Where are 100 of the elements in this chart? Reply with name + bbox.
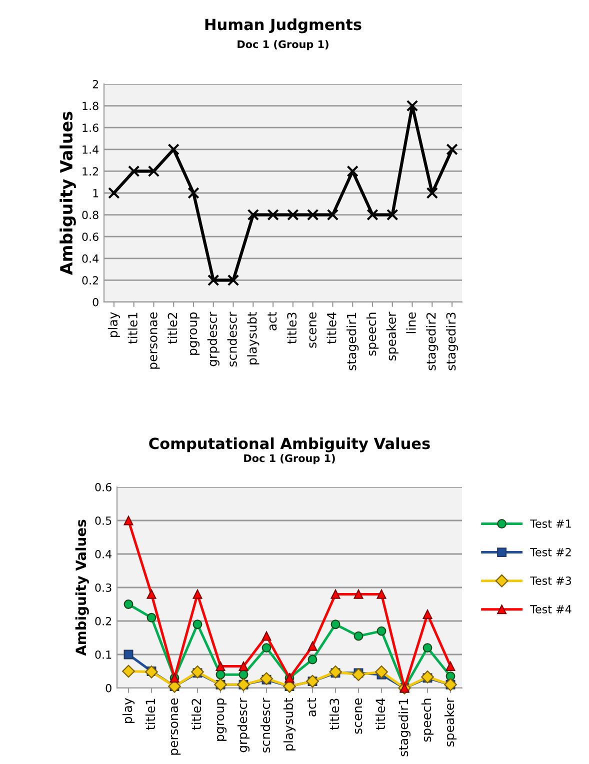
chart-subtitle: Doc 1 (Group 1)	[238, 40, 328, 50]
x-tick-label: personae	[170, 698, 181, 755]
point	[124, 600, 134, 609]
point	[146, 612, 156, 622]
point	[375, 665, 388, 678]
x-tick-label: stagedir3	[446, 312, 458, 370]
point	[128, 165, 140, 178]
y-tick-label: 0.6	[82, 232, 98, 241]
point	[227, 274, 240, 286]
legend-label: Test #2	[530, 548, 571, 556]
point	[308, 654, 318, 664]
x-tick-label: playsubt	[247, 312, 260, 364]
x-tick-label: personae	[150, 312, 160, 369]
x-tick-label: line	[406, 312, 416, 334]
y-tick-label: 0	[92, 298, 98, 306]
x-tick-label: scene	[309, 312, 316, 348]
point	[346, 165, 359, 178]
x-tick-label: act	[307, 698, 316, 716]
x-tick-label: title1	[145, 698, 156, 730]
point	[326, 208, 339, 221]
x-tick-label: title2	[191, 698, 202, 730]
y-tick-label: 0.4	[82, 254, 99, 263]
x-tick-label: scndescr	[227, 312, 237, 366]
legend-label: Test #1	[530, 520, 571, 528]
point	[308, 641, 318, 651]
point	[376, 589, 386, 599]
point	[406, 100, 418, 112]
x-tick-label: title3	[286, 312, 297, 344]
x-tick-label: scndescr	[260, 698, 270, 752]
point	[330, 620, 340, 630]
point	[354, 589, 364, 599]
chart-title: Computational Ambiguity Values	[149, 437, 430, 452]
point	[124, 516, 134, 526]
point	[122, 664, 135, 678]
y-axis-title: Ambiguity Values	[60, 112, 76, 275]
x-tick-label: pgroup	[216, 698, 227, 741]
chart-subtitle: Doc 1 (Group 1)	[244, 454, 335, 464]
point	[352, 668, 365, 682]
y-tick-label: 0	[106, 684, 112, 692]
point	[329, 665, 342, 678]
point	[330, 589, 340, 599]
x-tick-label: grpdescr	[237, 698, 250, 752]
point	[386, 208, 398, 221]
x-tick-label: title3	[329, 698, 340, 730]
y-tick-label: 2	[92, 80, 98, 88]
point	[422, 643, 432, 653]
y-tick-label: 1.6	[82, 124, 98, 132]
point	[262, 643, 272, 653]
point	[148, 165, 160, 178]
point	[124, 650, 134, 660]
point	[188, 187, 200, 199]
point	[426, 187, 438, 199]
legend-label: Test #4	[530, 605, 572, 614]
point	[247, 208, 260, 221]
y-tick-label: 0.6	[95, 482, 112, 492]
point	[216, 662, 226, 671]
x-tick-label: playsubt	[283, 698, 296, 750]
y-tick-label: 0.3	[95, 583, 112, 592]
x-tick-label: speech	[366, 312, 379, 356]
x-tick-label: stagedir1	[346, 312, 359, 370]
point	[446, 662, 456, 671]
x-tick-label: stagedir2	[426, 312, 438, 370]
x-tick-label: grpdescr	[207, 312, 220, 366]
point	[216, 670, 226, 680]
point	[238, 670, 248, 680]
point	[306, 208, 319, 221]
x-tick-label: play	[122, 698, 135, 724]
x-tick-label: title4	[326, 312, 336, 344]
point	[260, 672, 273, 686]
point	[168, 143, 180, 156]
point	[192, 620, 202, 630]
x-tick-label: pgroup	[190, 312, 200, 355]
point	[207, 274, 220, 286]
x-tick-label: play	[108, 312, 120, 338]
y-tick-label: 0.2	[95, 616, 112, 626]
y-tick-label: 0.2	[82, 276, 98, 285]
point	[238, 662, 248, 671]
y-tick-label: 1.2	[82, 167, 98, 176]
x-tick-label: act	[268, 312, 277, 330]
point	[192, 589, 202, 599]
y-tick-label: 1	[93, 189, 98, 198]
y-axis-title: Ambiguity Values	[75, 520, 89, 656]
x-tick-label: scene	[354, 698, 362, 734]
point	[421, 670, 434, 684]
point	[146, 589, 156, 599]
point	[267, 208, 279, 221]
x-tick-label: speaker	[444, 698, 457, 746]
y-tick-label: 0.1	[95, 650, 112, 659]
point	[354, 631, 364, 641]
y-tick-label: 0.8	[82, 210, 98, 220]
y-tick-label: 0.4	[95, 550, 112, 558]
point	[108, 187, 120, 199]
y-tick-label: 1.8	[82, 102, 98, 110]
point	[145, 665, 158, 678]
point	[376, 626, 386, 636]
legend-label: Test #3	[530, 576, 572, 585]
x-tick-label: title2	[168, 312, 178, 344]
x-tick-label: title4	[375, 698, 386, 730]
point	[446, 143, 458, 156]
x-tick-label: title1	[128, 312, 138, 344]
